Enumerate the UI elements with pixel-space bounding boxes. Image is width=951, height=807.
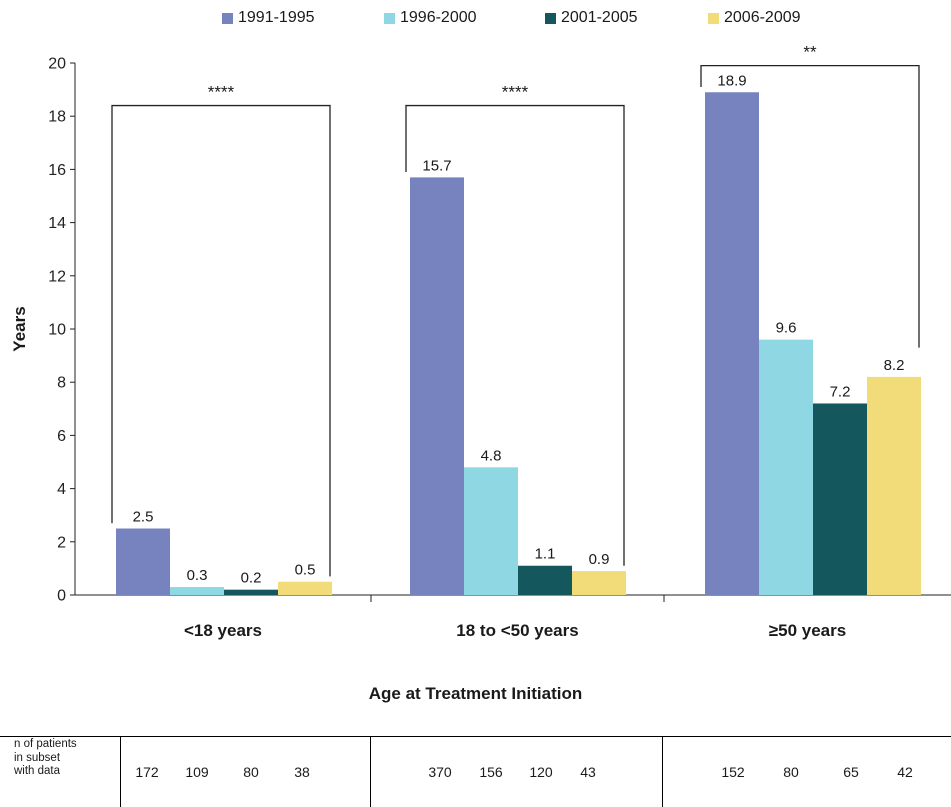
table-divider xyxy=(120,736,121,807)
row-label-line: in subset xyxy=(14,751,61,764)
legend-swatch xyxy=(384,12,395,24)
legend-swatch xyxy=(545,12,556,24)
y-tick-label: 16 xyxy=(48,162,66,179)
y-tick-label: 0 xyxy=(57,588,66,605)
data-label: 0.9 xyxy=(589,551,610,568)
data-label: 15.7 xyxy=(422,157,451,174)
significance-label: **** xyxy=(502,83,529,102)
row-label-line: n of patients xyxy=(14,738,77,750)
data-label: 2.5 xyxy=(133,509,154,526)
table-cell: 80 xyxy=(243,764,259,780)
y-tick-label: 12 xyxy=(48,268,66,285)
bar xyxy=(278,581,332,595)
bar xyxy=(813,403,867,595)
data-label: 0.2 xyxy=(241,570,262,587)
data-label: 7.2 xyxy=(830,383,851,400)
table-cell: 38 xyxy=(294,764,310,780)
legend-label: 2001-2005 xyxy=(561,9,638,26)
bar xyxy=(705,92,759,595)
significance-bracket xyxy=(111,104,331,577)
table-cell: 120 xyxy=(529,764,553,780)
table-cell: 156 xyxy=(479,764,503,780)
bar xyxy=(224,589,278,595)
bar-chart: 0 2 4 6 8 10 12 14 16 18 20 Years <18 years 18 to <50… xyxy=(10,43,951,640)
patients-table: n of patients in subset with data 172 10… xyxy=(0,736,951,807)
table-divider xyxy=(370,736,371,807)
row-label-line: with data xyxy=(14,765,61,777)
x-category-label: <18 years xyxy=(184,621,262,640)
y-tick-label: 6 xyxy=(57,428,66,445)
table-divider xyxy=(662,736,663,807)
legend-label: 2006-2009 xyxy=(724,9,801,26)
legend: 1991-1995 1996-2000 2001-2005 2006-2009 xyxy=(0,7,951,29)
table-cell: 152 xyxy=(721,764,745,780)
data-label: 8.2 xyxy=(884,357,905,374)
data-label: 0.3 xyxy=(187,567,208,584)
bar xyxy=(464,467,518,595)
legend-label: 1991-1995 xyxy=(238,9,315,26)
y-tick-label: 10 xyxy=(48,322,66,339)
table-cell: 109 xyxy=(185,764,209,780)
y-tick-label: 2 xyxy=(57,534,66,551)
significance-label: ** xyxy=(803,43,817,62)
significance-bracket xyxy=(405,104,625,566)
data-label: 0.5 xyxy=(295,562,316,579)
significance-bracket xyxy=(700,65,920,348)
bar xyxy=(572,571,626,595)
y-tick-label: 18 xyxy=(48,109,66,126)
data-label: 18.9 xyxy=(717,72,746,89)
y-tick-label: 8 xyxy=(57,375,66,392)
legend-item: 2006-2009 xyxy=(708,7,801,29)
table-top-border xyxy=(0,736,951,737)
bar xyxy=(759,339,813,595)
significance-label: **** xyxy=(208,83,235,102)
table-cell: 43 xyxy=(580,764,596,780)
table-row-label: n of patients in subset with data xyxy=(14,738,114,779)
bar xyxy=(170,587,224,595)
x-category-label: 18 to <50 years xyxy=(456,621,578,640)
table-cell: 42 xyxy=(897,764,913,780)
legend-swatch xyxy=(222,12,233,24)
legend-item: 1996-2000 xyxy=(384,7,477,29)
legend-item: 2001-2005 xyxy=(545,7,638,29)
bar xyxy=(116,528,170,595)
bar xyxy=(410,177,464,595)
y-tick-label: 14 xyxy=(48,215,66,232)
table-cell: 80 xyxy=(783,764,799,780)
y-tick-label: 4 xyxy=(57,481,66,498)
data-label: 1.1 xyxy=(535,546,556,563)
y-axis-title: Years xyxy=(10,306,29,351)
legend-label: 1996-2000 xyxy=(400,9,477,26)
x-category-label: ≥50 years xyxy=(769,621,846,640)
legend-item: 1991-1995 xyxy=(222,7,315,29)
bar xyxy=(867,376,921,595)
x-axis-title: Age at Treatment Initiation xyxy=(368,684,583,703)
table-cell: 370 xyxy=(428,764,452,780)
data-label: 4.8 xyxy=(481,447,502,464)
table-cell: 172 xyxy=(135,764,159,780)
data-label: 9.6 xyxy=(776,320,797,337)
bar xyxy=(518,565,572,595)
table-cell: 65 xyxy=(843,764,859,780)
y-tick-label: 20 xyxy=(48,56,66,73)
legend-swatch xyxy=(708,12,719,24)
